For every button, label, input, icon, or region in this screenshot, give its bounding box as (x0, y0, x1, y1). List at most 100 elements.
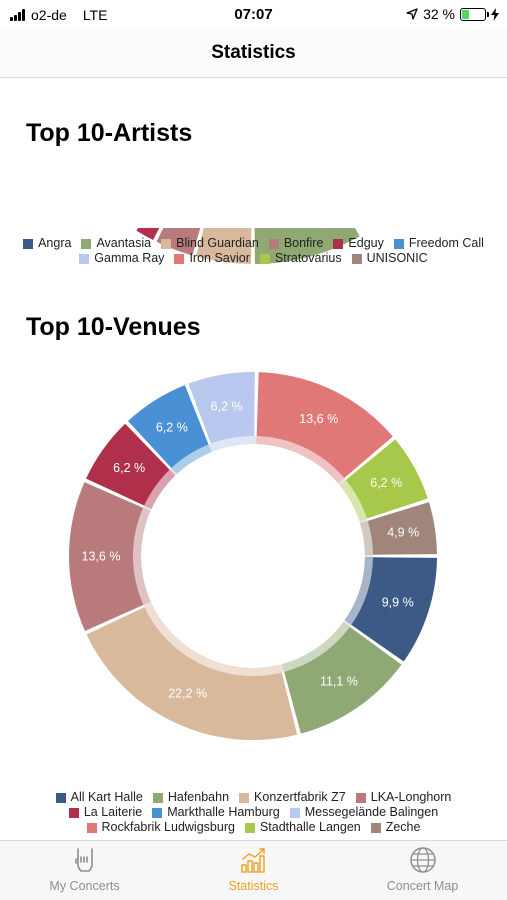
legend-label: La Laiterie (83, 805, 143, 819)
venues-legend-item-all-kart-halle[interactable]: All Kart Halle (55, 790, 143, 805)
legend-swatch (370, 822, 381, 833)
battery-percent: 32 % (423, 6, 455, 22)
legend-swatch (68, 807, 79, 818)
tab-concert-map[interactable]: Concert Map (338, 845, 507, 893)
legend-swatch (174, 253, 185, 264)
artists-legend-item-iron-savior[interactable]: Iron Savior (174, 251, 250, 266)
artists-legend-item-gamma-ray[interactable]: Gamma Ray (79, 251, 164, 266)
legend-swatch (393, 238, 404, 249)
legend-label: Rockfabrik Ludwigsburg (101, 820, 235, 834)
carrier-name: o2-de (31, 7, 67, 23)
venues-slice-zeche[interactable] (360, 502, 437, 555)
venues-slice-inner-band (133, 507, 151, 605)
legend-swatch (23, 238, 34, 249)
artists-chart-clip (0, 149, 507, 228)
legend-swatch (86, 822, 97, 833)
legend-label: Messegelände Balingen (304, 805, 439, 819)
venues-slice-label: 22,2 % (168, 686, 207, 700)
artists-legend-item-blind-guardian[interactable]: Blind Guardian (161, 236, 259, 251)
venues-legend-item-konzertfabrik-z7[interactable]: Konzertfabrik Z7 (239, 790, 346, 805)
status-bar: o2-de LTE 07:07 32 % (0, 0, 507, 30)
venues-legend-row: La Laiterie Markthalle Hamburg Messegeländ… (0, 805, 507, 820)
venues-slice-label: 13,6 % (299, 412, 338, 426)
page-title: Statistics (211, 42, 296, 63)
venues-slice-inner-band (144, 603, 282, 676)
venues-legend-item-stadthalle-langen[interactable]: Stadthalle Langen (244, 820, 361, 835)
legend-label: Hafenbahn (167, 790, 230, 804)
venues-legend-item-markthalle-hamburg[interactable]: Markthalle Hamburg (152, 805, 280, 820)
artists-legend-item-stratovarius[interactable]: Stratovarius (259, 251, 342, 266)
tab-statistics[interactable]: Statistics (169, 845, 338, 893)
status-left: o2-de LTE (10, 7, 107, 23)
legend-label: Edguy (348, 236, 384, 250)
venues-slice-la-laiterie[interactable] (86, 423, 176, 509)
legend-label: Avantasia (96, 236, 152, 250)
venues-slice-lka-longhorn[interactable] (69, 482, 151, 631)
tab-my-concerts-label: My Concerts (49, 879, 120, 893)
bar-chart-icon (240, 848, 265, 873)
statistics-scroll-view[interactable]: Top 10-Artists Angra Avantasia Blind Guard… (0, 79, 507, 840)
legend-label: Angra (38, 236, 72, 250)
venues-slice-inner-band (256, 436, 345, 484)
venues-slice-inner-band (344, 557, 373, 625)
venues-slice-inner-band (360, 520, 373, 555)
venues-slice-inner-band (339, 479, 367, 521)
battery-icon (460, 7, 489, 21)
venues-legend-item-zeche[interactable]: Zeche (370, 820, 420, 835)
legend-label: Freedom Call (408, 236, 484, 250)
venues-slice-konzertfabrik-z7[interactable] (86, 603, 298, 740)
legend-label: UNISONIC (366, 251, 428, 265)
network-type: LTE (82, 7, 108, 23)
legend-swatch (152, 792, 163, 803)
charging-bolt-icon (491, 7, 499, 21)
venues-donut-hole (142, 445, 364, 667)
artists-legend-row: Angra Avantasia Blind Guardian Bonfire Edguy… (0, 236, 507, 251)
legend-label: Stadthalle Langen (259, 820, 361, 834)
artists-legend-item-freedom-call[interactable]: Freedom Call (393, 236, 484, 251)
venues-section-title: Top 10-Venues (26, 313, 201, 341)
venues-slice-messegel-nde-balingen[interactable] (188, 372, 255, 452)
legend-swatch (239, 792, 250, 803)
venues-legend-item-la-laiterie[interactable]: La Laiterie (68, 805, 143, 820)
venues-legend-item-messegel-nde-balingen[interactable]: Messegelände Balingen (289, 805, 439, 820)
artists-legend-item-edguy[interactable]: Edguy (333, 236, 384, 251)
globe-icon (409, 847, 436, 873)
artists-legend-item-unisonic[interactable]: UNISONIC (351, 251, 428, 266)
legend-swatch (333, 238, 344, 249)
artists-pie-chart[interactable] (0, 149, 507, 279)
artists-legend-item-bonfire[interactable]: Bonfire (268, 236, 323, 251)
venues-legend-item-hafenbahn[interactable]: Hafenbahn (152, 790, 230, 805)
venues-legend-row: All Kart Halle Hafenbahn Konzertfabrik Z7 L… (0, 790, 507, 805)
venues-slice-label: 6,2 % (211, 399, 243, 413)
venues-slice-label: 6,2 % (156, 420, 188, 434)
venues-slice-inner-band (144, 469, 176, 509)
artists-legend-item-angra[interactable]: Angra (23, 236, 71, 251)
legend-swatch (55, 792, 66, 803)
artists-legend-item-avantasia[interactable]: Avantasia (81, 236, 151, 251)
clock: 07:07 (234, 6, 273, 23)
venues-slice-markthalle-hamburg[interactable] (127, 385, 212, 474)
venues-legend-item-rockfabrik-ludwigsburg[interactable]: Rockfabrik Ludwigsburg (86, 820, 235, 835)
venues-slice-hafenbahn[interactable] (282, 622, 402, 734)
venues-slice-rockfabrik-ludwigsburg[interactable] (256, 372, 393, 484)
venues-slice-inner-band (210, 436, 255, 452)
venues-pie-chart[interactable]: 4,9 % 9,9 % 11,1 % 22,2 % 13,6 % 6,2 % 6,2 % 6,… (0, 369, 507, 759)
legend-swatch (355, 792, 366, 803)
venues-slice-inner-band (282, 622, 350, 672)
legend-label: Blind Guardian (176, 236, 259, 250)
legend-swatch (79, 253, 90, 264)
status-right: 32 % (406, 6, 499, 22)
legend-swatch (161, 238, 172, 249)
venues-slice-label: 9,9 % (382, 595, 414, 609)
tab-my-concerts[interactable]: My Concerts (0, 845, 169, 893)
legend-label: Gamma Ray (94, 251, 165, 265)
venues-slice-label: 6,2 % (370, 476, 402, 490)
venues-legend-item-lka-longhorn[interactable]: LKA-Longhorn (355, 790, 451, 805)
legend-swatch (81, 238, 92, 249)
venues-slice-label: 6,2 % (113, 461, 145, 475)
venues-slice-label: 4,9 % (387, 526, 419, 540)
rock-hand-icon (74, 848, 93, 872)
venues-slice-stadthalle-langen[interactable] (339, 439, 428, 521)
legend-swatch (268, 238, 279, 249)
venues-legend-row: Rockfabrik Ludwigsburg Stadthalle Langen Z… (0, 820, 507, 835)
